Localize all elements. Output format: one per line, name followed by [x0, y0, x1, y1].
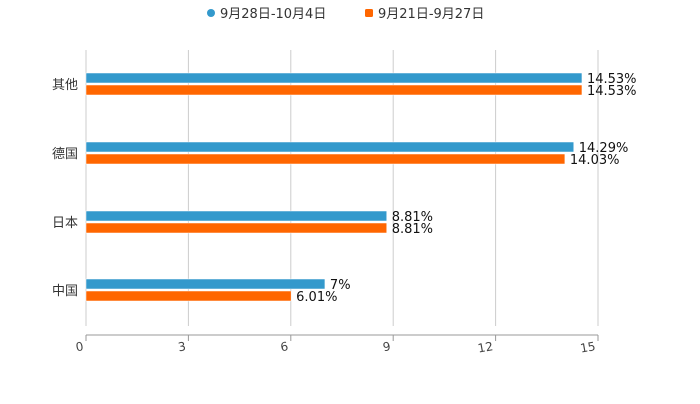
legend-marker — [207, 9, 215, 17]
x-tick-label: 0 — [75, 339, 85, 354]
bar-current-week — [85, 278, 326, 290]
x-tick-label: 9 — [382, 339, 392, 354]
data-label: 8.81% — [392, 222, 433, 237]
category-label: 中国 — [52, 284, 78, 299]
data-label: 14.53% — [587, 84, 637, 99]
x-tick-label: 15 — [579, 339, 596, 355]
legend-label: 9月21日-9月27日 — [378, 7, 484, 22]
data-label: 14.29% — [579, 141, 629, 156]
legend-label: 9月28日-10月4日 — [220, 7, 326, 22]
x-tick-label: 12 — [477, 339, 494, 355]
data-label: 7% — [330, 278, 351, 293]
bar-previous-week — [85, 290, 292, 302]
category-label: 其他 — [52, 78, 78, 93]
category-label: 德国 — [52, 147, 78, 162]
bar-current-week — [85, 72, 583, 84]
bar-current-week — [85, 210, 387, 222]
legend-marker — [365, 9, 373, 17]
data-label: 14.53% — [587, 72, 637, 87]
data-label: 6.01% — [296, 290, 337, 305]
bar-previous-week — [85, 84, 583, 96]
category-label: 日本 — [52, 216, 78, 231]
x-tick-label: 3 — [177, 339, 187, 354]
x-tick-label: 6 — [279, 339, 289, 354]
bar-current-week — [85, 141, 575, 153]
bar-previous-week — [85, 153, 566, 165]
data-label: 8.81% — [392, 210, 433, 225]
bar-previous-week — [85, 222, 387, 234]
data-label: 14.03% — [570, 153, 620, 168]
